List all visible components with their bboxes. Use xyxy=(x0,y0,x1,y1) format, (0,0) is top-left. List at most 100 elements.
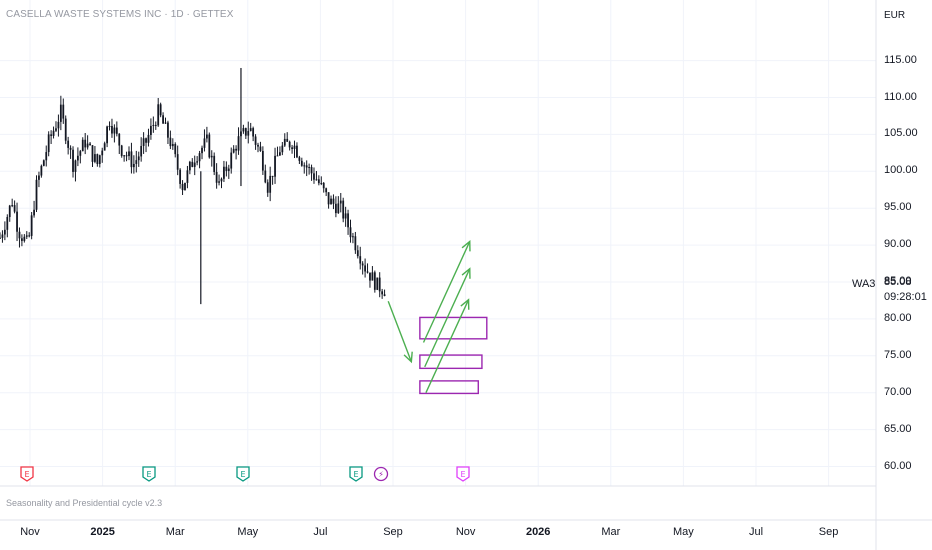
candle-body xyxy=(8,205,11,218)
candle-body xyxy=(188,161,191,171)
candle-body xyxy=(62,104,65,119)
candle-body xyxy=(339,200,342,204)
candle-body xyxy=(150,125,152,135)
svg-text:⚡: ⚡ xyxy=(378,470,384,479)
candle-body xyxy=(176,154,179,170)
candle-body xyxy=(130,151,133,168)
price-tick-label: 65.00 xyxy=(884,422,912,435)
candle-body xyxy=(191,161,194,167)
candle-body xyxy=(125,155,128,157)
candle-body xyxy=(111,125,113,134)
candle-body xyxy=(98,155,101,165)
candle-body xyxy=(232,148,235,153)
earnings-event-icon[interactable]: E xyxy=(19,466,35,482)
candle-body xyxy=(303,165,306,167)
candle-body xyxy=(225,166,228,172)
candle-body xyxy=(356,250,359,257)
candle-body xyxy=(274,155,276,177)
candle-body xyxy=(354,236,357,251)
projection-up-arrow-head xyxy=(461,239,471,252)
candle-body xyxy=(242,128,245,132)
candle-body xyxy=(223,166,225,179)
candle-body xyxy=(198,153,201,162)
candle-body xyxy=(140,145,143,157)
candle-body xyxy=(286,138,289,142)
candle-body xyxy=(101,150,104,156)
candle-body xyxy=(261,150,264,171)
svg-text:E: E xyxy=(460,470,465,479)
candle-body xyxy=(347,213,349,228)
candle-body xyxy=(84,139,87,148)
price-tick-label: 90.00 xyxy=(884,238,912,251)
candle-body xyxy=(193,162,196,167)
candle-body xyxy=(332,198,335,204)
candle-body xyxy=(244,128,247,136)
candle-body xyxy=(310,167,313,174)
candle-body xyxy=(81,139,84,152)
candle-body xyxy=(330,198,332,205)
earnings-event-icon[interactable]: E xyxy=(141,466,157,482)
candle-body xyxy=(283,138,286,146)
candle-body xyxy=(162,115,164,124)
candle-body xyxy=(137,156,140,161)
indicator-label[interactable]: Seasonality and Presidential cycle v2.3 xyxy=(6,498,163,508)
candle-body xyxy=(152,124,155,126)
svg-text:E: E xyxy=(146,470,151,479)
candle-body xyxy=(147,134,150,143)
candle-body xyxy=(213,155,216,172)
currency-label[interactable]: EUR xyxy=(884,10,906,21)
price-tick-label: 115.00 xyxy=(884,53,917,66)
candle-body xyxy=(38,175,40,180)
projection-up-arrow-head xyxy=(460,298,470,310)
candle-body xyxy=(383,294,386,296)
candle-body xyxy=(89,143,91,146)
candle-body xyxy=(203,138,206,148)
earnings-event-icon[interactable]: E xyxy=(455,466,471,482)
candle-body xyxy=(313,173,315,180)
candle-body xyxy=(35,179,38,210)
earnings-event-icon[interactable]: E xyxy=(235,466,251,482)
candle-body xyxy=(59,104,62,122)
candle-body xyxy=(257,144,259,147)
candle-body xyxy=(325,188,328,193)
candle-body xyxy=(69,147,72,150)
svg-text:E: E xyxy=(353,470,358,479)
candle-body xyxy=(344,213,347,219)
symbol-label: WA3 xyxy=(852,278,876,290)
candle-body xyxy=(305,165,308,168)
candle-body xyxy=(359,256,362,264)
candle-body xyxy=(74,160,77,172)
projection-down-arrow-head xyxy=(403,351,413,364)
candle-body xyxy=(184,182,186,191)
candle-body xyxy=(171,144,174,147)
earnings-event-icon[interactable]: E xyxy=(348,466,364,482)
candle-body xyxy=(254,136,257,145)
candle-body xyxy=(352,236,354,238)
candle-body xyxy=(320,182,323,184)
candle-body xyxy=(33,209,35,216)
candle-body xyxy=(369,272,371,281)
time-tick-label: 2025 xyxy=(90,526,115,538)
candle-body xyxy=(220,178,223,182)
candle-body xyxy=(42,160,45,166)
dividend-event-icon[interactable]: ⚡ xyxy=(373,466,389,482)
candle-body xyxy=(123,155,126,157)
candle-body xyxy=(115,127,118,134)
candle-body xyxy=(30,215,33,236)
candle-body xyxy=(11,205,14,207)
candle-body xyxy=(235,148,237,151)
bar-countdown: 09:28:01 xyxy=(884,291,927,303)
candle-body xyxy=(322,182,325,189)
time-tick-label: Jul xyxy=(748,526,764,538)
candle-body xyxy=(247,130,250,136)
candle-body xyxy=(215,171,218,183)
candle-body xyxy=(381,291,384,295)
candle-body xyxy=(108,125,111,127)
candle-body xyxy=(237,136,240,151)
candle-body xyxy=(361,263,364,266)
candle-body xyxy=(113,127,116,134)
time-tick-label: Jul xyxy=(313,526,328,538)
candle-body xyxy=(142,138,145,146)
projection-down-arrow xyxy=(387,300,412,362)
candle-body xyxy=(373,272,376,290)
